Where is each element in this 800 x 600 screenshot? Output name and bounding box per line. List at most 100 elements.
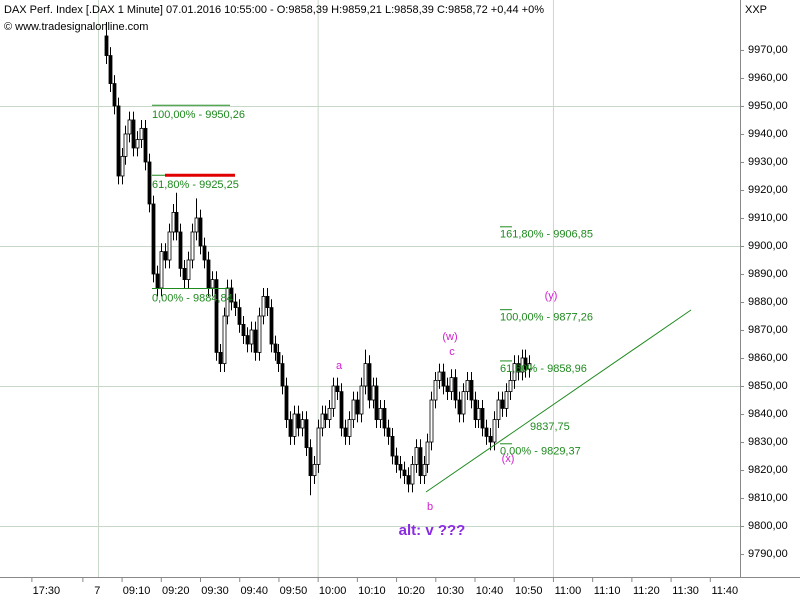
y-tick-label: 9900,00 <box>748 240 788 252</box>
x-tick-label: 10:40 <box>476 585 504 597</box>
candle-body <box>206 259 211 289</box>
candle-body <box>178 231 183 269</box>
x-tick-label: 10:20 <box>397 585 425 597</box>
candle-body <box>127 119 132 135</box>
candle-body <box>367 363 372 401</box>
candle-body <box>276 352 281 365</box>
candle-body <box>147 161 152 205</box>
candle-body <box>523 357 528 370</box>
candle-body <box>123 133 128 157</box>
y-tick-label: 9800,00 <box>748 520 788 532</box>
candle-body <box>241 324 246 337</box>
y-tick-label: 9820,00 <box>748 464 788 476</box>
y-tick-label: 9930,00 <box>748 156 788 168</box>
candle-body <box>163 251 168 261</box>
candle-body <box>257 315 262 353</box>
candle-body <box>441 371 446 387</box>
candle-body <box>218 352 223 365</box>
candle-body <box>355 399 360 415</box>
candle-body <box>273 343 278 353</box>
candle-body <box>398 464 403 471</box>
x-tick-label: 10:00 <box>319 585 347 597</box>
fib-label: 61,80% - 9858,96 <box>500 363 587 375</box>
candle-body <box>265 295 270 309</box>
candle-body <box>108 55 113 84</box>
candle-body <box>312 464 317 477</box>
candle-body <box>304 419 309 449</box>
corner-label: XXP <box>745 4 767 16</box>
candle-body <box>292 413 297 437</box>
candle-body <box>445 385 450 393</box>
candle-body <box>174 211 179 233</box>
candle-body <box>104 35 109 56</box>
candle-body <box>347 419 352 437</box>
y-tick-label: 9890,00 <box>748 268 788 280</box>
candle-body <box>480 408 485 429</box>
candle-body <box>335 385 340 393</box>
candle-body <box>508 380 513 393</box>
candle-body <box>194 217 199 233</box>
candle-body <box>359 385 364 415</box>
candle-body <box>131 119 136 149</box>
candle-body <box>492 419 497 443</box>
candle-body <box>488 436 493 443</box>
candle-body <box>449 377 454 393</box>
x-tick-label: 7 <box>94 585 100 597</box>
y-tick-label: 9810,00 <box>748 492 788 504</box>
x-tick-label: 11:20 <box>633 585 660 597</box>
candle-body <box>316 427 321 465</box>
candle-body <box>386 427 391 437</box>
fib-label: 161,80% - 9906,85 <box>500 229 593 241</box>
candle-body <box>504 391 509 409</box>
candle-body <box>171 211 176 233</box>
candle-body <box>371 385 376 401</box>
candle-body <box>374 385 379 421</box>
y-tick-label: 9970,00 <box>748 44 788 56</box>
candle-body <box>167 231 172 261</box>
candle-body <box>422 464 427 477</box>
candle-body <box>363 363 368 387</box>
candle-body <box>473 399 478 421</box>
candle-body <box>233 301 238 309</box>
candle-body <box>159 251 164 289</box>
x-tick-label: 09:10 <box>123 585 151 597</box>
candle-body <box>269 307 274 345</box>
x-tick-label: 11:10 <box>594 585 621 597</box>
y-tick-label: 9910,00 <box>748 212 788 224</box>
candle-body <box>116 105 121 177</box>
candle-body <box>327 408 332 421</box>
candle-body <box>465 380 470 393</box>
candle-body <box>527 363 532 370</box>
candle-body <box>339 391 344 429</box>
candle-body <box>323 413 328 421</box>
candle-body <box>296 413 301 429</box>
fib-label: 61,80% - 9925,25 <box>152 179 239 191</box>
candle-body <box>496 399 501 421</box>
candle-body <box>351 399 356 421</box>
candles <box>104 21 532 496</box>
candle-body <box>261 295 266 317</box>
candle-body <box>457 399 462 415</box>
grid <box>0 0 740 577</box>
candle-body <box>476 408 481 421</box>
candle-body <box>139 127 144 140</box>
candle-body <box>410 464 415 485</box>
wave-label: b <box>427 501 433 513</box>
candle-body <box>437 371 442 381</box>
candle-body <box>425 441 430 465</box>
y-tick-label: 9880,00 <box>748 296 788 308</box>
wave-label: (x) <box>502 453 515 465</box>
x-tick-label: 10:50 <box>515 585 543 597</box>
trend-line <box>425 309 692 493</box>
candle-body <box>516 363 521 373</box>
x-tick-label: 09:20 <box>162 585 190 597</box>
wave-label: (y) <box>545 290 558 302</box>
candle-body <box>461 391 466 415</box>
candle-body <box>245 335 250 345</box>
candle-body <box>198 217 203 247</box>
candle-body <box>284 385 289 421</box>
x-tick-label: 09:30 <box>201 585 229 597</box>
candle-body <box>280 363 285 387</box>
y-tick-label: 9840,00 <box>748 408 788 420</box>
y-tick-label: 9850,00 <box>748 380 788 392</box>
